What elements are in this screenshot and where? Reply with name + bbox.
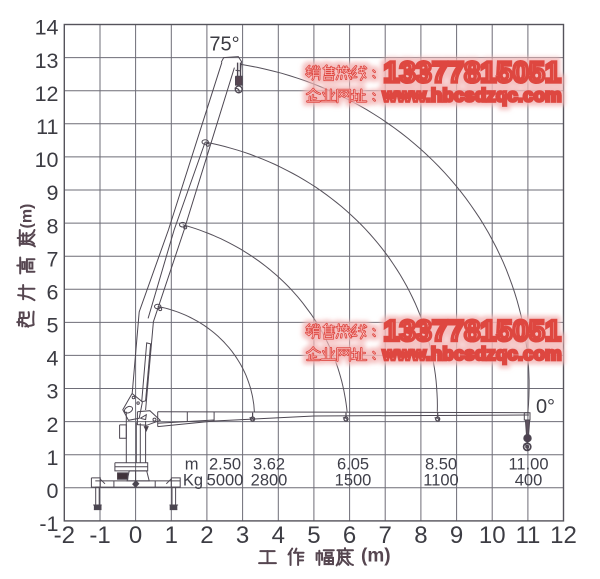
svg-text:(m): (m) bbox=[19, 204, 36, 229]
svg-text:www.hbcsdzqc.com: www.hbcsdzqc.com bbox=[382, 343, 562, 364]
svg-text:-1: -1 bbox=[89, 522, 110, 549]
svg-text:www.hbcsdzqc.com: www.hbcsdzqc.com bbox=[382, 84, 562, 105]
svg-text:0: 0 bbox=[47, 479, 59, 503]
svg-text:400: 400 bbox=[515, 472, 543, 490]
svg-text:6.05: 6.05 bbox=[337, 456, 369, 474]
svg-text:3.62: 3.62 bbox=[253, 456, 285, 474]
svg-text:4: 4 bbox=[47, 347, 59, 371]
svg-text:-1: -1 bbox=[39, 512, 58, 536]
svg-text:13377815051: 13377815051 bbox=[384, 316, 562, 348]
svg-text:Kg: Kg bbox=[183, 472, 203, 490]
svg-text:5: 5 bbox=[47, 314, 59, 338]
svg-text:5: 5 bbox=[307, 522, 320, 549]
svg-text:1100: 1100 bbox=[423, 472, 458, 490]
svg-text:7: 7 bbox=[47, 247, 59, 271]
svg-text:0°: 0° bbox=[536, 396, 555, 418]
svg-text:9: 9 bbox=[450, 522, 463, 549]
svg-text:4: 4 bbox=[272, 522, 285, 549]
svg-text:7: 7 bbox=[379, 522, 392, 549]
svg-text:m: m bbox=[185, 456, 199, 474]
svg-text:10: 10 bbox=[479, 522, 506, 549]
svg-text:2: 2 bbox=[47, 413, 59, 437]
svg-text:(m): (m) bbox=[361, 546, 391, 567]
svg-text:0: 0 bbox=[129, 522, 142, 549]
svg-text:10: 10 bbox=[35, 148, 59, 172]
svg-text:1: 1 bbox=[165, 522, 178, 549]
svg-text:13377815051: 13377815051 bbox=[384, 57, 562, 89]
svg-text:6: 6 bbox=[343, 522, 356, 549]
svg-text:11.00: 11.00 bbox=[508, 456, 548, 474]
svg-text:6: 6 bbox=[47, 281, 59, 305]
svg-text:9: 9 bbox=[47, 181, 59, 205]
svg-text:8.50: 8.50 bbox=[425, 456, 457, 474]
svg-text:12: 12 bbox=[550, 522, 577, 549]
svg-text:11: 11 bbox=[36, 115, 58, 139]
svg-text:2: 2 bbox=[200, 522, 213, 549]
svg-text:5000: 5000 bbox=[207, 472, 244, 490]
svg-text:8: 8 bbox=[414, 522, 427, 549]
svg-text:2.50: 2.50 bbox=[209, 456, 241, 474]
svg-text:2800: 2800 bbox=[251, 472, 288, 490]
svg-text:3: 3 bbox=[47, 380, 59, 404]
svg-text:13: 13 bbox=[35, 49, 59, 73]
svg-text:12: 12 bbox=[35, 82, 59, 106]
svg-text:8: 8 bbox=[47, 214, 59, 238]
svg-text:1500: 1500 bbox=[335, 472, 372, 490]
svg-text:14: 14 bbox=[35, 16, 59, 40]
svg-text:75°: 75° bbox=[209, 34, 239, 56]
svg-text:1: 1 bbox=[47, 446, 59, 470]
svg-text:11: 11 bbox=[515, 522, 540, 549]
svg-text:3: 3 bbox=[236, 522, 249, 549]
svg-text:-2: -2 bbox=[54, 522, 75, 549]
